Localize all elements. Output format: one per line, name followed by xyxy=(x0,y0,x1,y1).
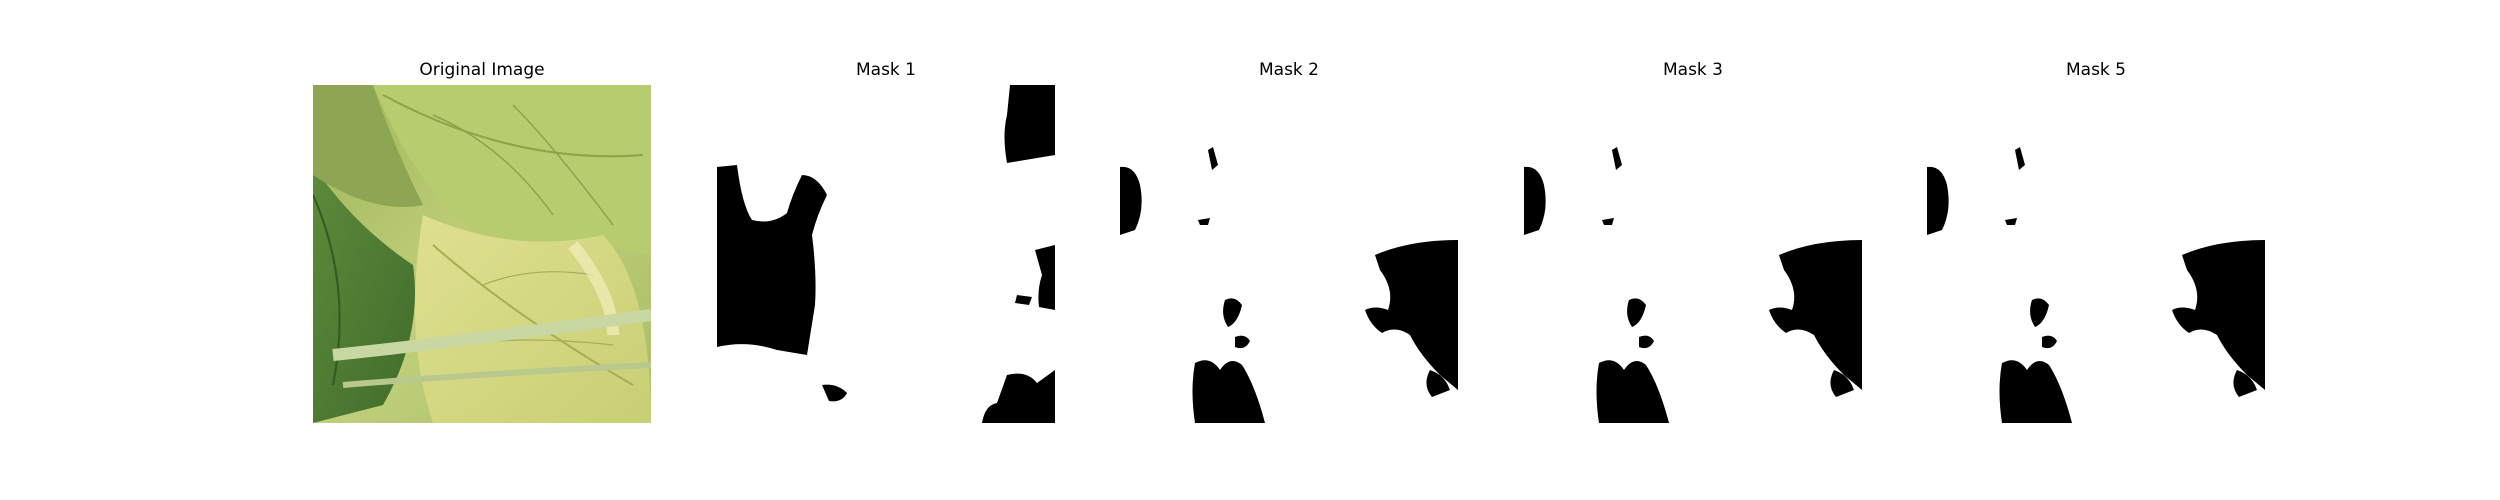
panel-mask-5: Mask 5 xyxy=(1927,0,2265,500)
panel-mask-2: Mask 2 xyxy=(1120,0,1458,500)
panel-original-image: Original Image xyxy=(313,0,651,500)
mask-image xyxy=(1524,85,1862,423)
mask-image xyxy=(717,85,1055,423)
panel-title: Mask 2 xyxy=(1258,60,1319,80)
mask-image xyxy=(1120,85,1458,423)
panel-mask-1: Mask 1 xyxy=(717,0,1055,500)
leaf-photo xyxy=(313,85,651,423)
panel-mask-3: Mask 3 xyxy=(1524,0,1862,500)
panel-title: Mask 5 xyxy=(2065,60,2126,80)
panel-title: Mask 1 xyxy=(855,60,916,80)
mask-image xyxy=(1927,85,2265,423)
panel-title: Mask 3 xyxy=(1662,60,1723,80)
panel-title: Original Image xyxy=(419,60,545,80)
